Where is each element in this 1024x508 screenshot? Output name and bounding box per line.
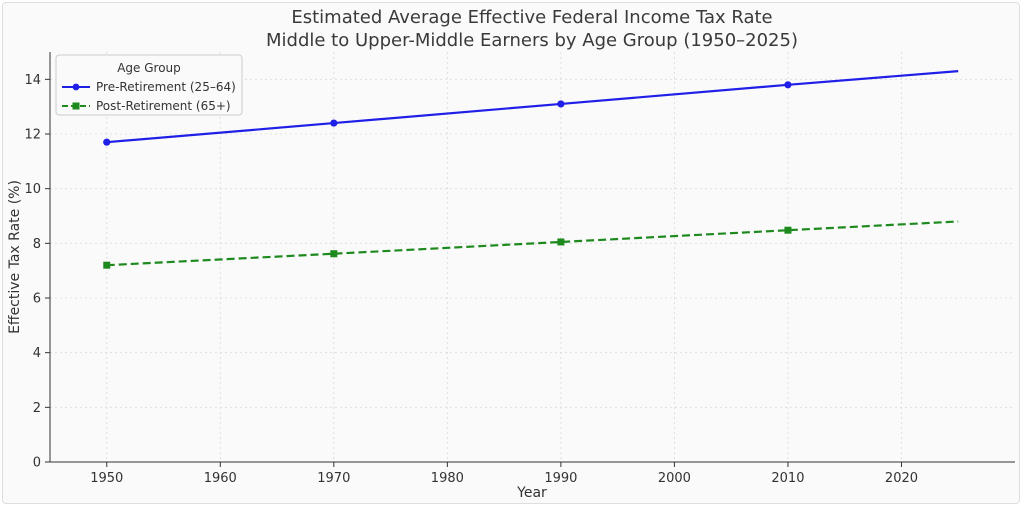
x-tick-label: 1970: [317, 471, 350, 486]
chart-title: Estimated Average Effective Federal Inco…: [291, 7, 772, 28]
y-tick-label: 10: [24, 182, 41, 197]
x-axis-label: Year: [516, 485, 547, 501]
y-tick-label: 0: [33, 456, 41, 471]
y-axis-ticks: 0 2 4 6 8 10 12 14: [24, 73, 50, 471]
legend: Age Group Pre-Retirement (25–64) Post-Ret…: [55, 54, 243, 116]
data-point: [330, 250, 338, 258]
x-tick-label: 2020: [885, 471, 918, 486]
data-point: [784, 226, 792, 234]
legend-marker: [72, 83, 80, 91]
y-axis-label: Effective Tax Rate (%): [7, 180, 23, 334]
data-point: [784, 81, 792, 89]
y-tick-label: 12: [24, 128, 41, 143]
legend-label: Post-Retirement (65+): [96, 99, 231, 113]
data-point: [103, 138, 111, 146]
legend-title: Age Group: [117, 61, 181, 75]
x-tick-label: 2010: [771, 471, 804, 486]
x-tick-label: 2000: [658, 471, 691, 486]
x-tick-label: 1960: [204, 471, 237, 486]
data-point: [557, 238, 565, 246]
y-tick-label: 14: [24, 73, 41, 88]
y-tick-label: 4: [33, 346, 41, 361]
x-axis-ticks: 1950 1960 1970 1980 1990 2000 2010 2020: [90, 462, 918, 486]
x-tick-label: 1980: [431, 471, 464, 486]
y-tick-label: 2: [33, 401, 41, 416]
data-point: [557, 100, 565, 108]
legend-label: Pre-Retirement (25–64): [96, 80, 236, 94]
data-point: [330, 119, 338, 127]
y-tick-label: 6: [33, 292, 41, 307]
legend-entries: Pre-Retirement (25–64) Post-Retirement (6…: [62, 80, 236, 113]
axes: [49, 52, 1015, 463]
legend-marker: [72, 102, 80, 110]
legend-box: [55, 54, 243, 116]
y-tick-label: 8: [33, 237, 41, 252]
series-layer: [103, 70, 959, 269]
data-point: [103, 261, 111, 269]
x-tick-label: 1950: [90, 471, 123, 486]
series-line-2: [106, 220, 959, 267]
x-tick-label: 1990: [544, 471, 577, 486]
chart-subtitle: Middle to Upper-Middle Earners by Age Gr…: [266, 30, 798, 51]
